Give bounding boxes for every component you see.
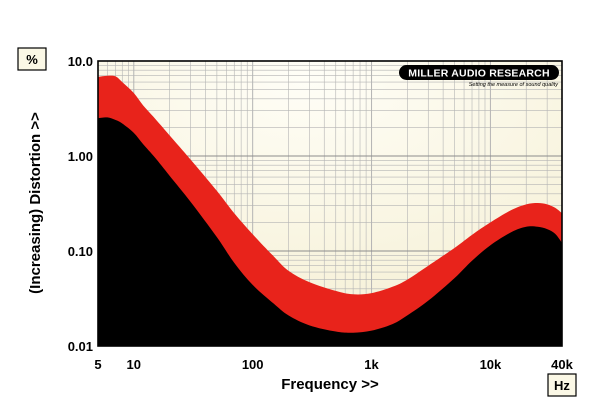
miller-audio-research-logo: MILLER AUDIO RESEARCH Setting the measur… — [399, 65, 559, 88]
distortion-series — [98, 75, 562, 346]
logo-text: MILLER AUDIO RESEARCH — [408, 68, 549, 80]
plot-frame — [97, 60, 563, 347]
y-tick-label: 0.10 — [68, 244, 93, 259]
x-tick-label: 10k — [480, 357, 502, 372]
x-tick-label: 1k — [364, 357, 379, 372]
x-unit-box: Hz — [547, 373, 577, 397]
y-tick-label: 1.00 — [68, 149, 93, 164]
x-tick-label: 100 — [242, 357, 264, 372]
x-axis-title: Frequency >> — [281, 376, 379, 393]
logo-tagline: Setting the measure of sound quality — [469, 82, 560, 88]
y-unit-label: % — [26, 52, 38, 67]
y-tick-label: 0.01 — [68, 339, 93, 354]
y-tick-label: 10.0 — [68, 54, 93, 69]
x-tick-label: 5 — [94, 357, 101, 372]
black-distortion-area — [98, 117, 562, 346]
y-axis-title: (Increasing) Distortion >> — [27, 112, 44, 294]
x-unit-label: Hz — [554, 378, 570, 393]
y-tick-labels: 10.0 1.00 0.10 0.01 — [68, 54, 93, 354]
x-tick-label: 40k — [551, 357, 573, 372]
x-tick-label: 10 — [127, 357, 141, 372]
y-unit-box: % — [17, 47, 47, 71]
x-tick-labels: 5 10 100 1k 10k 40k — [94, 357, 573, 372]
